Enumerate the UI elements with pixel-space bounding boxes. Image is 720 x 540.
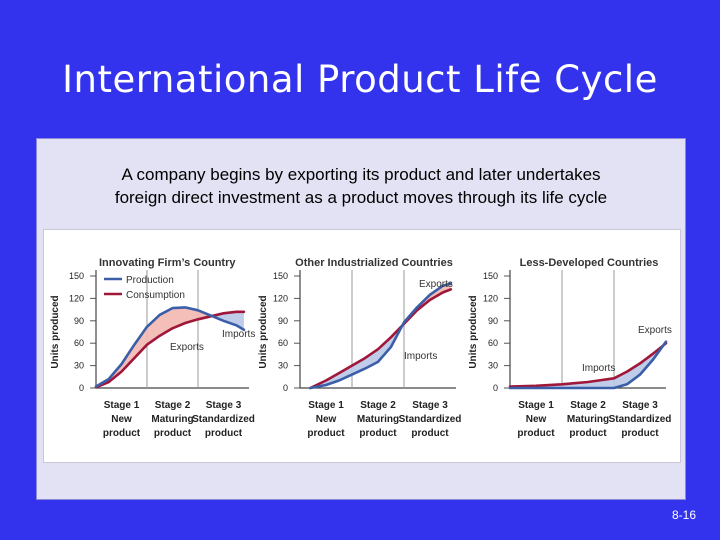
chart1-ylabel: Units produced	[50, 295, 61, 368]
chart3-ytick-30: 30	[488, 361, 498, 371]
chart3-stage-sublabel-a-2: Maturing	[567, 414, 609, 425]
chart1-annotation-1: Exports	[170, 342, 204, 353]
chart1-annotation-2: Imports	[222, 329, 255, 340]
chart2-stage-label-3: Stage 3	[412, 400, 448, 411]
chart1-ytick-120: 120	[69, 293, 84, 303]
chart2-stage-sublabel-a-2: Maturing	[357, 414, 399, 425]
chart1-production-line	[94, 306, 246, 388]
chart1-stage-sublabel-a-1: New	[111, 414, 132, 425]
chart2-ytick-120: 120	[273, 293, 288, 303]
chart1-stage-label-1: Stage 1	[104, 400, 140, 411]
chart2-stage-label-2: Stage 2	[360, 400, 396, 411]
chart2-stage-sublabel-a-1: New	[316, 414, 337, 425]
chart1-stage-sublabel-b-2: product	[154, 428, 192, 439]
chart1-stage-label-3: Stage 3	[206, 400, 242, 411]
chart1-stage-sublabel-b-1: product	[103, 428, 141, 439]
chart1-title: Innovating Firm’s Country	[99, 257, 236, 269]
chart3-consumption-line	[508, 341, 668, 388]
chart1-stage-sublabel-b-3: product	[205, 428, 243, 439]
slide-number: 8-16	[671, 508, 696, 522]
chart3-stage-label-2: Stage 2	[570, 400, 606, 411]
chart2-title: Other Industrialized Countries	[295, 257, 453, 269]
chart2-ytick-60: 60	[278, 338, 288, 348]
chart3-ytick-120: 120	[483, 293, 498, 303]
chart3-import-area-1	[510, 347, 661, 388]
chart1-ytick-150: 150	[69, 271, 84, 281]
chart1-ytick-0: 0	[79, 383, 84, 393]
chart3-ytick-90: 90	[488, 316, 498, 326]
chart3-ytick-0: 0	[493, 383, 498, 393]
chart3-ytick-60: 60	[488, 338, 498, 348]
chart1-ytick-30: 30	[74, 361, 84, 371]
chart1-legend-label-2: Consumption	[126, 290, 185, 301]
chart3-stage-sublabel-b-1: product	[517, 428, 555, 439]
chart2-import-area-2	[312, 326, 402, 388]
content-panel: A company begins by exporting its produc…	[36, 138, 686, 500]
chart2-stage-sublabel-b-1: product	[307, 428, 345, 439]
chart2-stage-label-1: Stage 1	[308, 400, 344, 411]
chart3-stage-label-3: Stage 3	[622, 400, 658, 411]
caption: A company begins by exporting its produc…	[37, 163, 685, 209]
chart2-ytick-0: 0	[283, 383, 288, 393]
chart1-legend-label-1: Production	[126, 275, 174, 286]
chart1-ytick-60: 60	[74, 338, 84, 348]
chart1-ytick-90: 90	[74, 316, 84, 326]
chart3-stage-sublabel-a-3: Standardized	[609, 414, 672, 425]
chart3-ylabel: Units produced	[468, 295, 479, 368]
charts-svg: Innovating Firm’s Country Units produced 0…	[50, 257, 672, 439]
chart2-consumption-line	[309, 288, 453, 390]
chart2-stage-sublabel-b-3: product	[411, 428, 449, 439]
chart2-ylabel: Units produced	[258, 295, 269, 368]
chart2-stage-sublabel-b-2: product	[359, 428, 397, 439]
chart1-consumption-line	[94, 310, 246, 389]
chart2-production-line	[309, 282, 453, 390]
chart2-stage-sublabel-a-3: Standardized	[399, 414, 462, 425]
caption-line-1: A company begins by exporting its produc…	[121, 165, 601, 184]
chart2-ytick-90: 90	[278, 316, 288, 326]
chart3-title: Less-Developed Countries	[520, 257, 659, 269]
chart3-stage-sublabel-b-3: product	[621, 428, 659, 439]
caption-line-2: foreign direct investment as a product m…	[114, 188, 608, 207]
chart2-annotation-1: Exports	[419, 279, 453, 290]
chart2-ytick-30: 30	[278, 361, 288, 371]
product-life-cycle-figure: Innovating Firm’s Country Units produced 0…	[43, 229, 681, 463]
chart3-production-line	[508, 340, 668, 390]
chart3-stage-sublabel-b-2: product	[569, 428, 607, 439]
chart3-stage-label-1: Stage 1	[518, 400, 554, 411]
chart1-stage-sublabel-a-3: Standardized	[192, 414, 255, 425]
chart2-annotation-2: Imports	[404, 351, 437, 362]
chart3-annotation-2: Imports	[582, 363, 615, 374]
chart3-ytick-150: 150	[483, 271, 498, 281]
slide-title: International Product Life Cycle	[62, 58, 658, 101]
chart1-stage-sublabel-a-2: Maturing	[151, 414, 193, 425]
chart1-stage-label-2: Stage 2	[155, 400, 191, 411]
chart3-stage-sublabel-a-1: New	[526, 414, 547, 425]
chart2-ytick-150: 150	[273, 271, 288, 281]
chart3-annotation-1: Exports	[638, 325, 672, 336]
